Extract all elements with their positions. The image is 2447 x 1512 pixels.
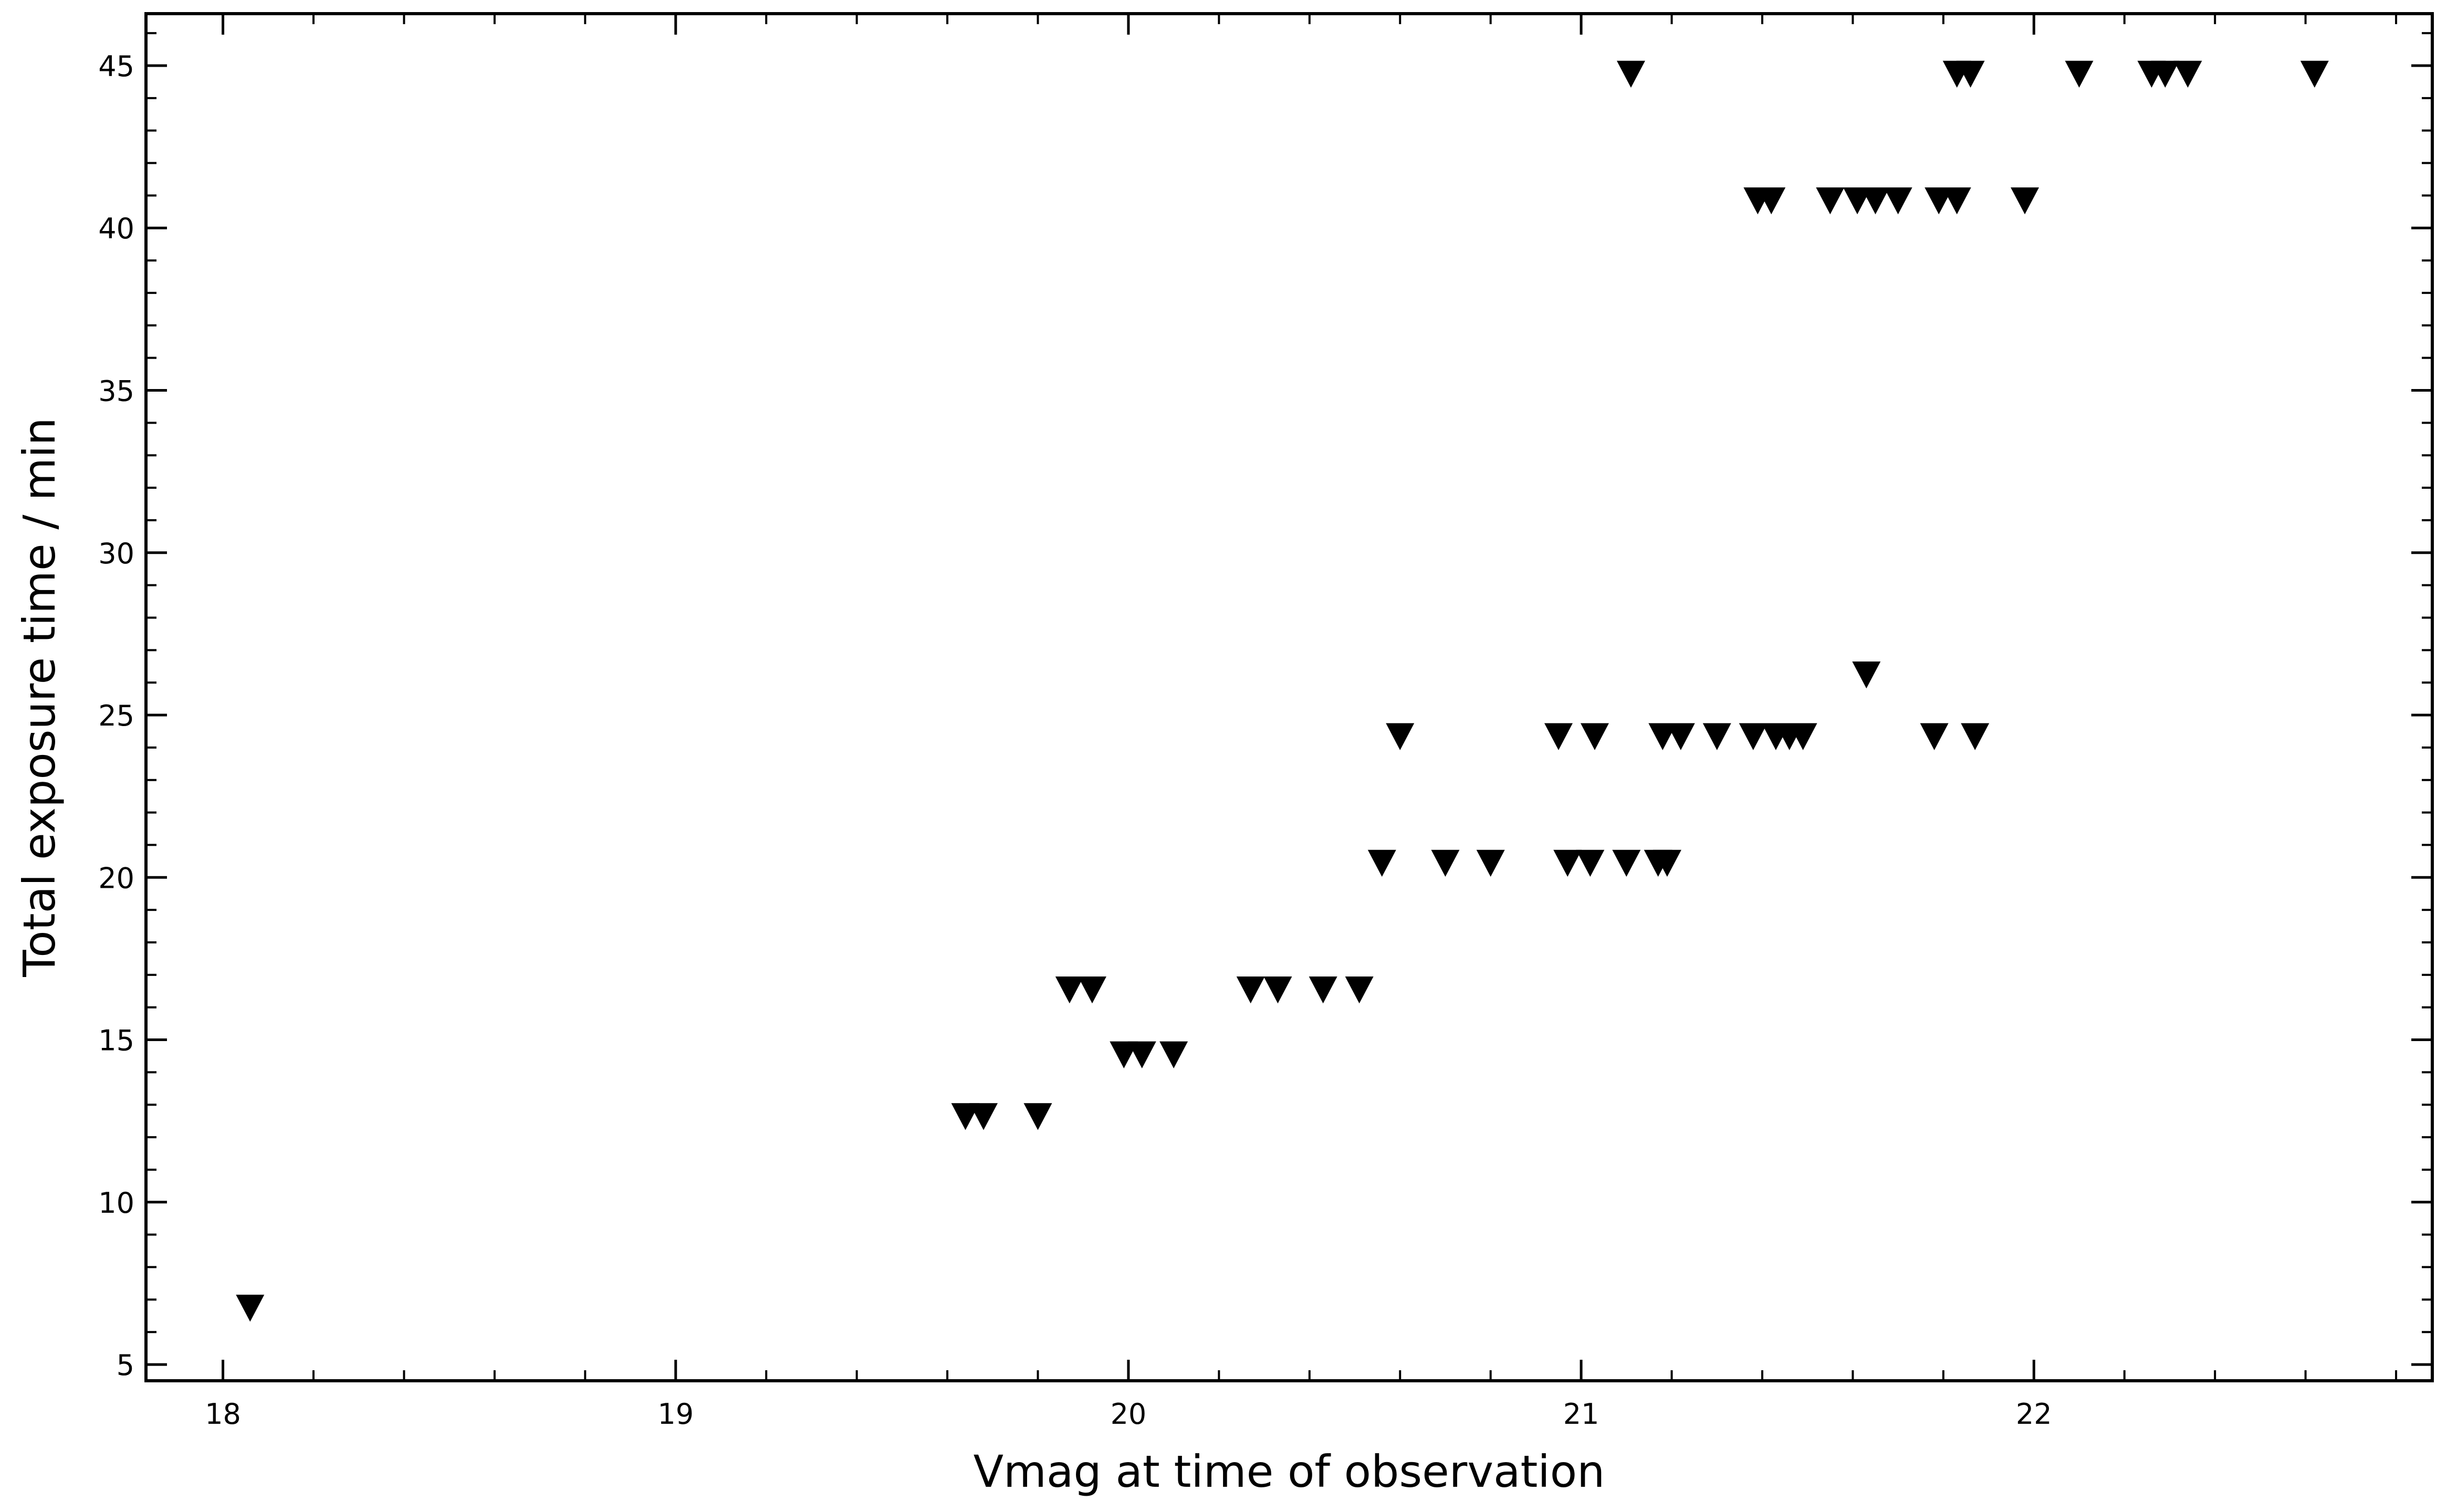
data-points xyxy=(236,60,2329,1322)
data-point xyxy=(1612,849,1641,877)
x-tick-label: 21 xyxy=(1563,1398,1599,1431)
data-point xyxy=(1159,1041,1188,1068)
data-point xyxy=(1653,849,1681,877)
y-tick-label: 40 xyxy=(98,212,134,245)
data-point xyxy=(1553,849,1582,877)
data-point xyxy=(2011,187,2040,215)
y-axis-label: Total exposure time / min xyxy=(14,417,65,977)
x-tick-label: 20 xyxy=(1111,1398,1147,1431)
data-point xyxy=(1648,723,1677,750)
y-tick-label: 45 xyxy=(98,50,134,83)
x-tick-label: 19 xyxy=(657,1398,694,1431)
data-point xyxy=(2151,60,2180,88)
data-point xyxy=(1925,187,1953,215)
data-point xyxy=(1263,976,1292,1004)
data-point xyxy=(969,1103,998,1130)
data-point xyxy=(1386,723,1415,750)
data-point xyxy=(1476,849,1505,877)
y-axis-tick-labels: 5 10 15 20 25 30 35 40 45 xyxy=(98,50,134,1382)
data-point xyxy=(1789,723,1817,750)
data-point xyxy=(1576,849,1605,877)
y-axis-ticks xyxy=(146,32,2432,1366)
data-point xyxy=(1367,849,1396,877)
data-point xyxy=(1942,187,1971,215)
data-point xyxy=(1757,187,1786,215)
data-point xyxy=(951,1103,980,1130)
data-point xyxy=(1616,60,1645,88)
y-tick-label: 5 xyxy=(117,1349,134,1382)
data-point xyxy=(1580,723,1609,750)
data-point xyxy=(1702,723,1731,750)
data-point xyxy=(1309,976,1337,1004)
data-point xyxy=(236,1295,265,1322)
x-axis-label: Vmag at time of observation xyxy=(974,1446,1605,1497)
data-point xyxy=(1920,723,1949,750)
data-point xyxy=(1861,187,1890,215)
data-point xyxy=(1956,60,1985,88)
data-point xyxy=(1345,976,1374,1004)
data-point xyxy=(1023,1103,1052,1130)
y-tick-label: 15 xyxy=(98,1024,134,1057)
data-point xyxy=(1739,723,1768,750)
data-point xyxy=(1078,976,1106,1004)
data-point xyxy=(1110,1041,1138,1068)
plot-frame xyxy=(144,12,2434,1382)
data-point xyxy=(2065,60,2094,88)
y-tick-label: 35 xyxy=(98,374,134,407)
data-point xyxy=(1127,1041,1156,1068)
x-tick-label: 22 xyxy=(2016,1398,2052,1431)
data-point xyxy=(1666,723,1695,750)
data-point xyxy=(1961,723,1990,750)
data-point xyxy=(1544,723,1573,750)
x-axis-tick-labels: 18 19 20 21 22 xyxy=(205,1398,2052,1431)
data-point xyxy=(1816,187,1845,215)
x-tick-label: 18 xyxy=(205,1398,241,1431)
data-point xyxy=(1843,187,1872,215)
data-point xyxy=(1055,976,1084,1004)
y-tick-label: 10 xyxy=(98,1186,134,1220)
y-tick-label: 20 xyxy=(98,862,134,895)
data-point xyxy=(1884,187,1912,215)
data-point xyxy=(1431,849,1460,877)
data-point xyxy=(2173,60,2202,88)
data-point xyxy=(1852,662,1881,689)
data-point xyxy=(1236,976,1265,1004)
y-tick-label: 30 xyxy=(98,537,134,570)
x-axis-ticks xyxy=(222,14,2398,1381)
data-point xyxy=(2300,60,2329,88)
y-tick-label: 25 xyxy=(98,699,134,732)
